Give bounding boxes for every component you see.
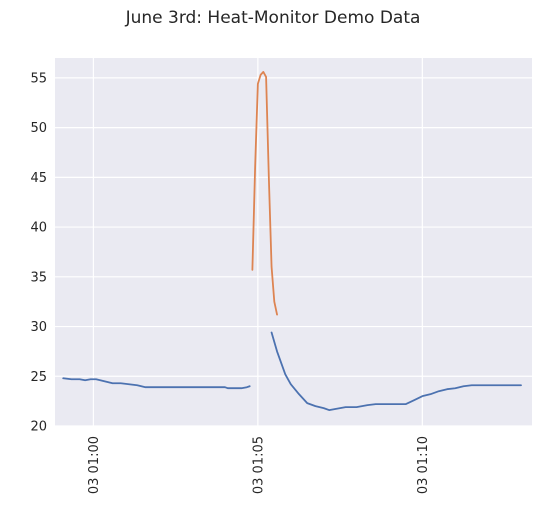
y-tick-label: 30 — [30, 320, 47, 335]
y-tick-label: 50 — [30, 121, 47, 136]
series-line-2 — [251, 71, 278, 316]
series-line-3 — [270, 331, 522, 411]
plot-background — [55, 58, 532, 426]
y-tick-label: 55 — [30, 71, 47, 86]
series-lines — [62, 71, 522, 411]
grid-lines — [55, 58, 532, 427]
x-tick-label: 03 01:00 — [87, 436, 102, 494]
y-tick-label: 40 — [30, 221, 47, 236]
y-tick-label: 20 — [30, 420, 47, 435]
y-tick-label: 25 — [30, 370, 47, 385]
y-tick-label: 35 — [30, 270, 47, 285]
series-line-1 — [62, 377, 251, 390]
chart-title: June 3rd: Heat-Monitor Demo Data — [125, 8, 421, 28]
x-axis: 03 01:00 03 01:05 03 01:10 — [87, 436, 431, 494]
x-tick-label: 03 01:05 — [251, 436, 266, 494]
x-tick-label: 03 01:10 — [416, 436, 431, 494]
y-tick-label: 45 — [30, 171, 47, 186]
y-axis: 20 25 30 35 40 45 50 55 — [30, 71, 47, 434]
